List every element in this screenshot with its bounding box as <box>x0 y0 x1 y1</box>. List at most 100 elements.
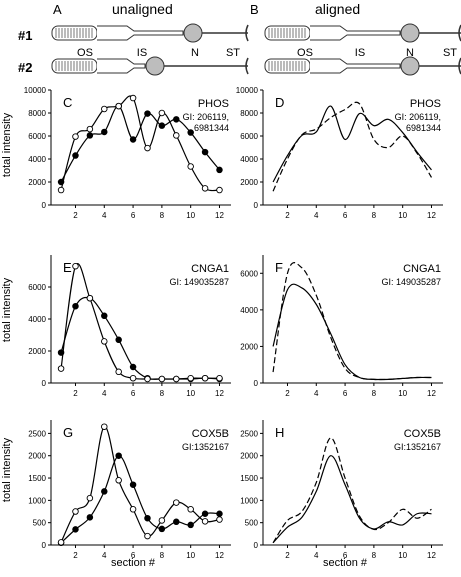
x-tick-label: 8 <box>160 551 165 560</box>
x-tick-label: 10 <box>398 211 407 220</box>
col-a-letter: A <box>53 2 62 17</box>
data-point <box>173 499 180 506</box>
x-tick-label: 4 <box>102 389 107 398</box>
data-point <box>86 132 94 139</box>
data-point <box>57 365 65 372</box>
y-tick-label: 2000 <box>28 347 46 356</box>
x-tick-label: 12 <box>215 551 224 560</box>
x-tick-label: 2 <box>73 389 78 398</box>
panel-subtitle: GI:1352167 <box>182 442 229 452</box>
data-point <box>216 510 223 518</box>
segment-label: ST <box>226 47 240 59</box>
data-point <box>158 375 166 383</box>
data-point <box>187 521 194 529</box>
xlabel-right: section # <box>323 557 368 569</box>
x-tick-label: 6 <box>131 211 136 220</box>
y-tick-label: 0 <box>254 379 259 388</box>
data-point <box>129 506 137 513</box>
panel-subtitle: GI: 149035287 <box>169 277 229 287</box>
data-point <box>216 516 223 523</box>
series-line <box>60 296 220 380</box>
y-tick-label: 1000 <box>28 496 46 505</box>
series-line <box>272 101 432 192</box>
data-point <box>201 374 209 382</box>
x-tick-label: 12 <box>427 211 436 220</box>
data-point <box>129 136 137 143</box>
data-point <box>187 374 194 382</box>
x-tick-label: 8 <box>160 389 165 398</box>
panel-letter: F <box>275 260 283 275</box>
segment-label: IS <box>355 47 365 59</box>
panel-title: PHOS <box>410 98 441 110</box>
data-point <box>129 94 137 102</box>
y-tick-label: 0 <box>254 541 259 550</box>
panel-subtitle: 6981344 <box>194 123 229 133</box>
data-point <box>201 510 209 518</box>
x-tick-label: 6 <box>343 211 348 220</box>
y-tick-label: 8000 <box>240 109 258 118</box>
x-tick-label: 12 <box>427 389 436 398</box>
segment-label: N <box>406 47 414 59</box>
x-tick-label: 6 <box>131 551 136 560</box>
panel-letter: C <box>63 95 72 110</box>
x-tick-label: 2 <box>73 211 78 220</box>
panel-subtitle: GI: 206119, <box>183 112 229 122</box>
y-tick-label: 2000 <box>28 178 46 187</box>
x-tick-label: 4 <box>314 389 319 398</box>
panel-H: 0 500 1000 1500 2000 2500 2 4 6 8 10 12 H COX5B GI:135… <box>240 420 443 560</box>
panel-F: 0 2000 4000 6000 2 4 6 8 10 12 F CNGA1 GI: 149035287 <box>240 255 443 398</box>
data-point <box>86 125 94 133</box>
data-point <box>201 518 209 525</box>
y-tick-label: 2000 <box>240 178 258 187</box>
x-tick-label: 4 <box>314 211 319 220</box>
panel-E: 0 2000 4000 6000 2 4 6 8 10 12 E CNGA1 GI: 149035287 <box>28 255 231 398</box>
segment-label: IS <box>137 47 147 59</box>
data-point <box>86 294 94 302</box>
y-tick-label: 10000 <box>236 86 259 95</box>
y-tick-label: 4000 <box>240 306 258 315</box>
y-tick-label: 500 <box>33 519 47 528</box>
data-point <box>144 375 151 383</box>
y-tick-label: 6000 <box>28 283 46 292</box>
data-point <box>216 374 223 382</box>
data-point <box>173 375 180 383</box>
data-point <box>115 336 122 344</box>
x-tick-label: 2 <box>285 211 290 220</box>
data-point <box>187 506 194 513</box>
data-point <box>158 122 166 129</box>
x-tick-label: 12 <box>215 211 224 220</box>
data-point <box>115 477 122 484</box>
data-point <box>187 163 194 170</box>
row-1-label: #1 <box>18 28 32 43</box>
segment-labels-unaligned: OS IS N ST <box>77 47 240 59</box>
data-point <box>101 423 108 430</box>
panel-G: 0 500 1000 1500 2000 2500 2 4 6 8 10 12 G COX5B GI:135… <box>28 420 231 560</box>
data-point <box>72 133 79 140</box>
col-a-title: unaligned <box>112 1 173 17</box>
col-b-letter: B <box>250 2 259 17</box>
cell-aligned-2 <box>264 56 461 76</box>
x-tick-label: 4 <box>314 551 319 560</box>
data-point <box>86 494 94 502</box>
panel-subtitle: GI: 206119, <box>395 112 441 122</box>
data-point <box>129 363 137 371</box>
x-tick-label: 6 <box>343 551 348 560</box>
x-tick-label: 4 <box>102 211 107 220</box>
x-tick-label: 8 <box>372 211 377 220</box>
y-tick-label: 4000 <box>28 155 46 164</box>
data-point <box>101 312 108 320</box>
panel-title: PHOS <box>198 98 229 110</box>
series-line <box>272 105 432 183</box>
data-point <box>216 186 223 194</box>
y-tick-label: 500 <box>245 519 259 528</box>
data-point <box>72 526 79 533</box>
x-tick-label: 4 <box>102 551 107 560</box>
segment-label: N <box>191 47 199 59</box>
data-point <box>101 105 108 113</box>
y-tick-label: 4000 <box>28 315 46 324</box>
ylabel-row1: total intensity <box>1 112 13 177</box>
y-tick-label: 0 <box>42 201 47 210</box>
y-tick-label: 2000 <box>240 342 258 351</box>
panel-C: 0 2000 4000 6000 8000 10000 2 4 6 8 10 12 C PHOS GI: 2… <box>24 86 231 220</box>
